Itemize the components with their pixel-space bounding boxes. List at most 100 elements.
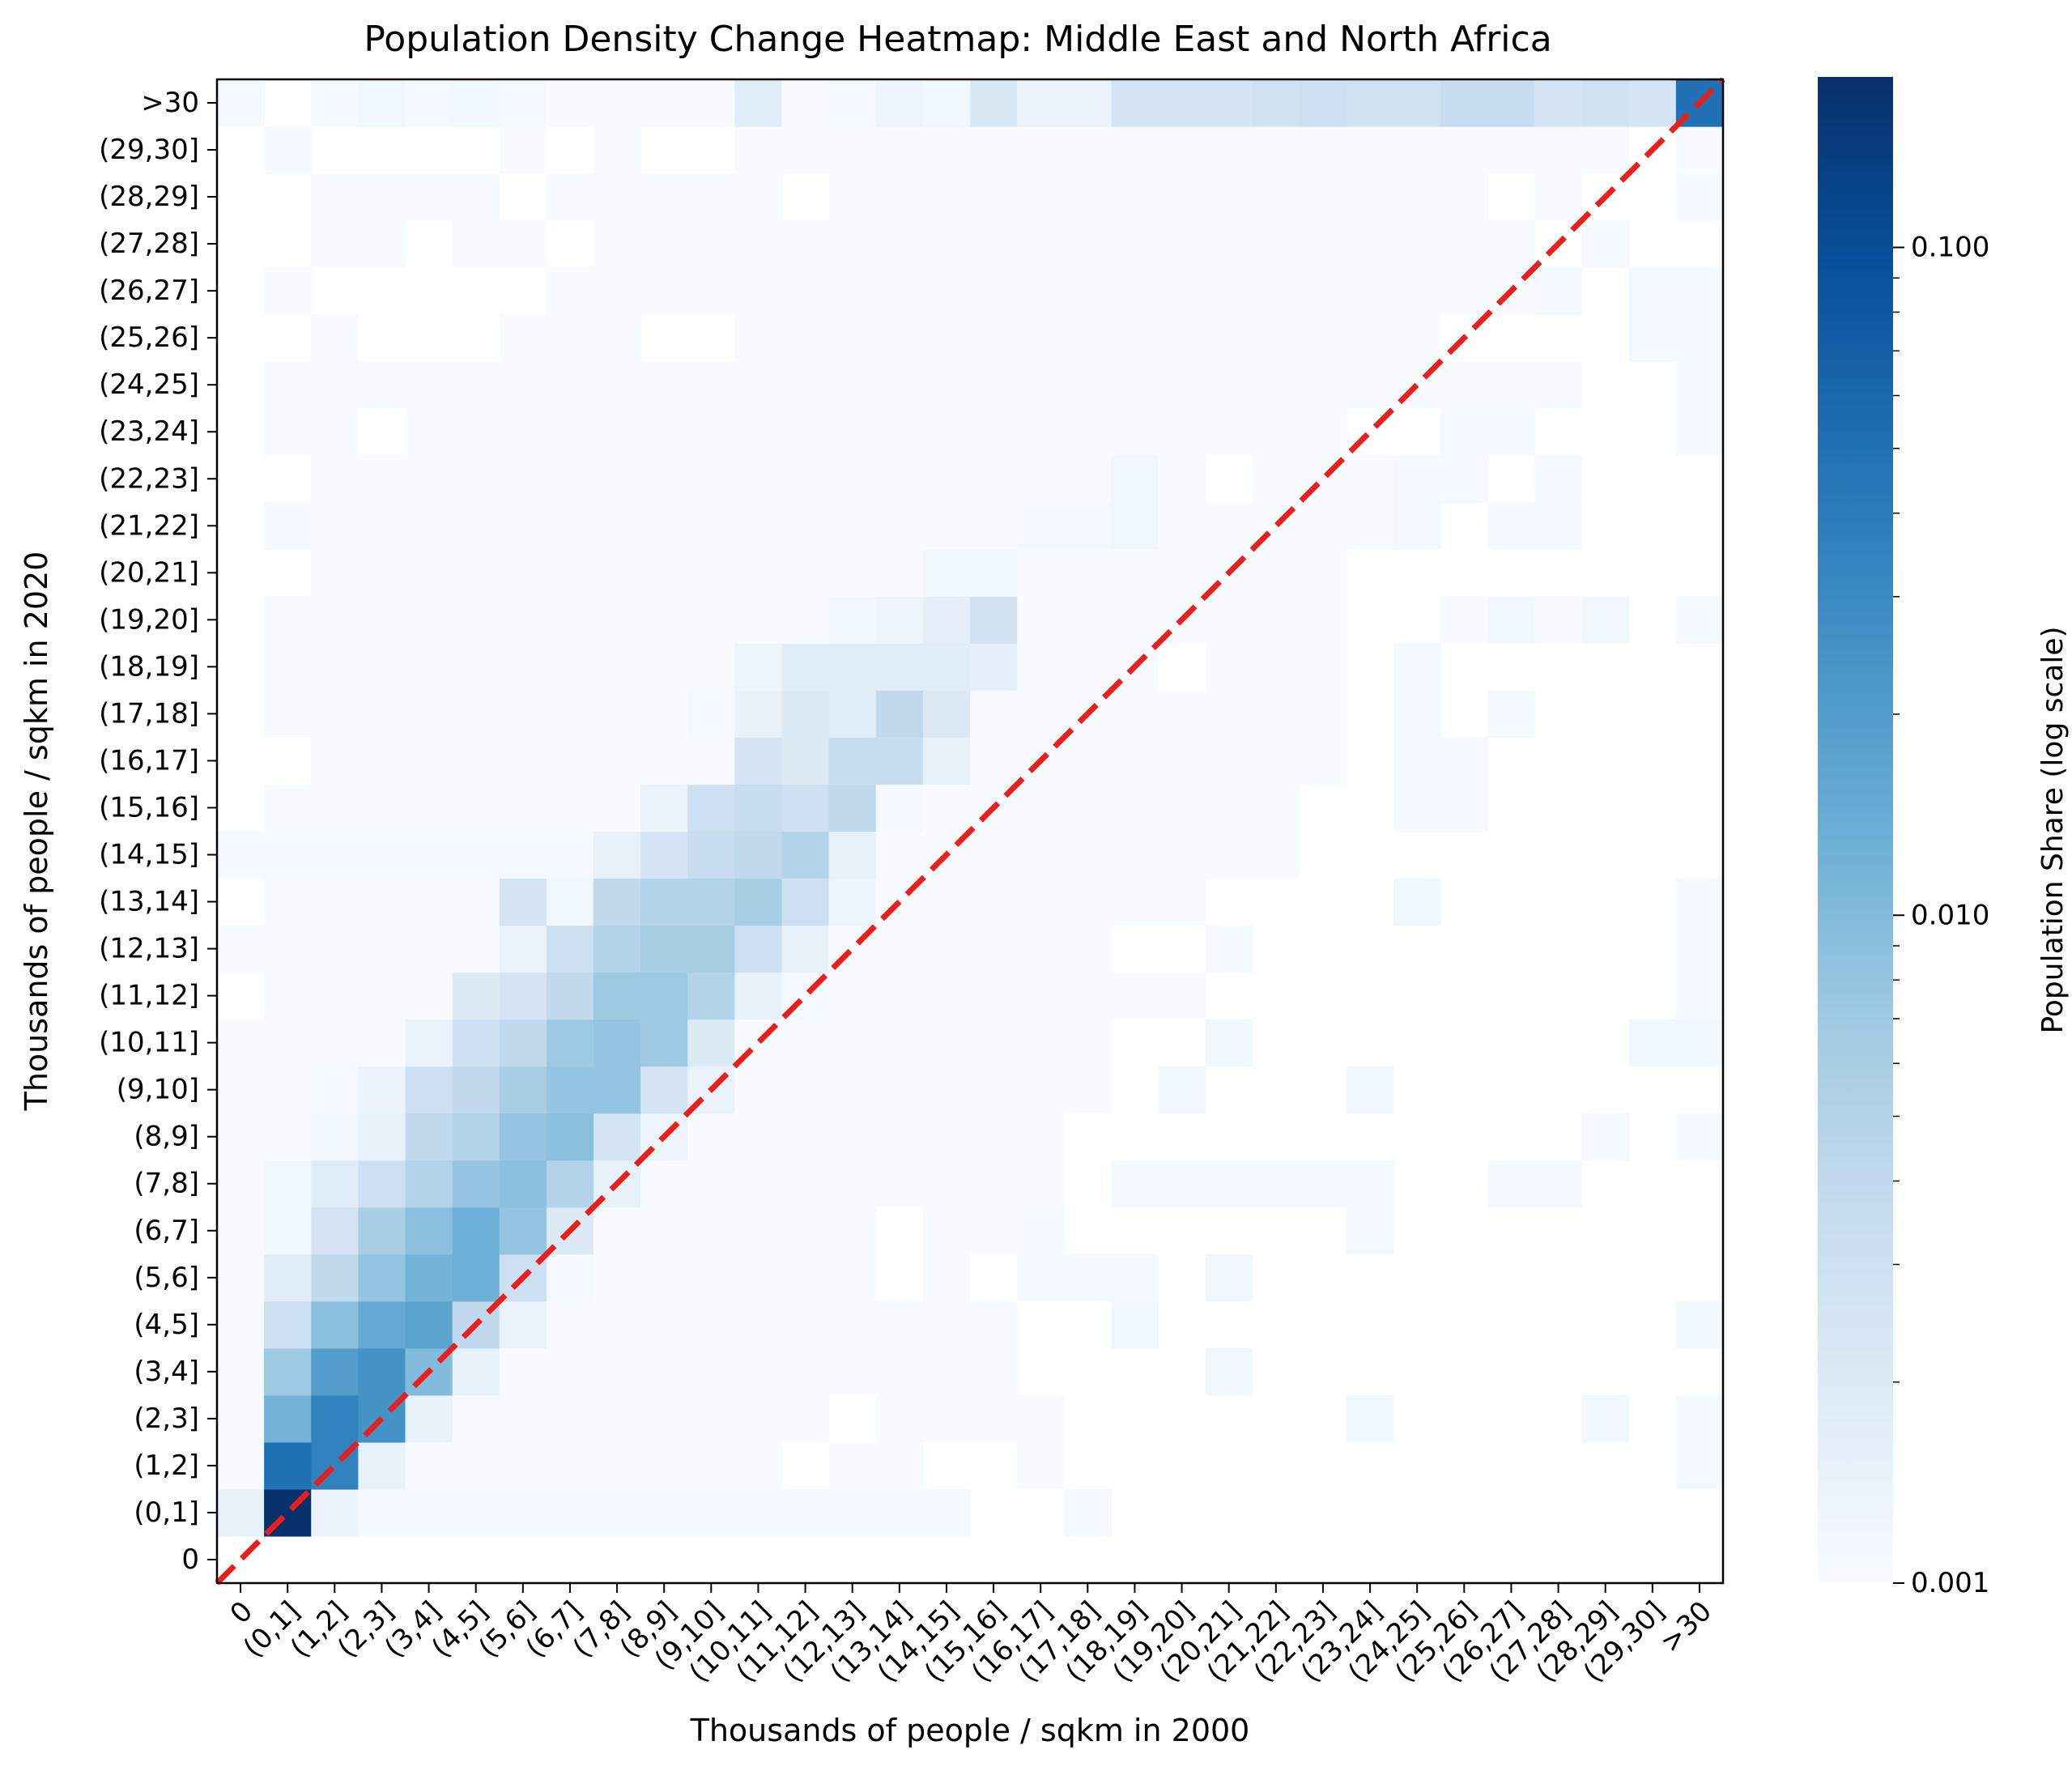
heatmap-cell bbox=[1111, 502, 1159, 550]
heatmap-cell bbox=[499, 1394, 547, 1443]
heatmap-cell bbox=[264, 596, 312, 644]
y-tick-label: (1,2] bbox=[134, 1449, 199, 1482]
heatmap-cell bbox=[1158, 972, 1206, 1020]
heatmap-cell bbox=[970, 690, 1018, 739]
heatmap-cell bbox=[1205, 643, 1253, 692]
heatmap-cell bbox=[1534, 126, 1583, 174]
heatmap-cell bbox=[1158, 361, 1206, 409]
heatmap-cell bbox=[1111, 173, 1159, 221]
heatmap-cell bbox=[405, 925, 453, 973]
heatmap-cell bbox=[1675, 1441, 1724, 1490]
heatmap-cell bbox=[1252, 831, 1300, 879]
heatmap-cell bbox=[405, 596, 453, 644]
heatmap-cell bbox=[1393, 173, 1441, 221]
y-tick-label: (22,23] bbox=[99, 462, 199, 495]
heatmap-cell bbox=[1347, 361, 1394, 409]
heatmap-cell bbox=[828, 1019, 877, 1067]
x-axis-label: Thousands of people / sqkm in 2000 bbox=[690, 1713, 1250, 1748]
heatmap-cell bbox=[1064, 314, 1112, 362]
heatmap-cell bbox=[781, 784, 830, 832]
heatmap-cell bbox=[970, 1019, 1018, 1067]
heatmap-cell bbox=[970, 220, 1018, 268]
heatmap-cell bbox=[499, 361, 547, 409]
y-tick-label: (29,30] bbox=[99, 134, 199, 166]
heatmap-cell bbox=[594, 925, 641, 973]
heatmap-cell bbox=[875, 267, 924, 315]
heatmap-cell bbox=[1487, 408, 1536, 456]
heatmap-cell bbox=[781, 1394, 830, 1443]
y-tick-label: (9,10] bbox=[117, 1074, 199, 1106]
heatmap-cell bbox=[546, 1394, 594, 1443]
heatmap-cell bbox=[781, 1300, 830, 1349]
heatmap-cell bbox=[1205, 925, 1253, 973]
heatmap-cell bbox=[781, 1113, 830, 1161]
heatmap-cell bbox=[640, 173, 688, 221]
y-axis-label: Thousands of people / sqkm in 2020 bbox=[19, 551, 54, 1112]
heatmap-cell bbox=[1205, 596, 1253, 644]
heatmap-cell bbox=[687, 784, 735, 832]
heatmap-cell bbox=[781, 1254, 830, 1302]
heatmap-cell bbox=[1017, 1066, 1065, 1114]
heatmap-cell bbox=[594, 408, 641, 456]
heatmap-cell bbox=[1017, 643, 1065, 692]
heatmap-cell bbox=[875, 1113, 924, 1161]
heatmap-cell bbox=[922, 1207, 971, 1255]
heatmap-cell bbox=[1158, 1160, 1206, 1208]
y-tick-label: (11,12] bbox=[99, 980, 199, 1012]
heatmap-cell bbox=[594, 1441, 641, 1490]
heatmap-cell bbox=[1393, 455, 1441, 503]
heatmap-cell bbox=[311, 643, 359, 692]
heatmap-cell bbox=[1628, 267, 1677, 315]
heatmap-cell bbox=[1487, 126, 1536, 174]
heatmap-cell bbox=[1581, 126, 1630, 174]
heatmap-cell bbox=[687, 1347, 735, 1396]
heatmap-cell bbox=[875, 784, 924, 832]
heatmap-cell bbox=[546, 1488, 594, 1537]
heatmap-cell bbox=[922, 1300, 971, 1349]
heatmap-cell bbox=[922, 502, 971, 550]
heatmap-cell bbox=[875, 1441, 924, 1490]
heatmap-cell bbox=[546, 643, 594, 692]
heatmap-cell bbox=[734, 1394, 783, 1443]
heatmap-cell bbox=[687, 1441, 735, 1490]
heatmap-cell bbox=[405, 1207, 453, 1255]
heatmap-cell bbox=[358, 1441, 406, 1490]
heatmap-cell bbox=[358, 690, 406, 739]
heatmap-cell bbox=[311, 1019, 359, 1067]
heatmap-cell bbox=[970, 455, 1018, 503]
heatmap-cell bbox=[217, 925, 265, 973]
heatmap-cell bbox=[358, 79, 406, 127]
heatmap-cell bbox=[217, 1160, 265, 1208]
heatmap-cell bbox=[828, 1113, 877, 1161]
heatmap-cell bbox=[1440, 220, 1488, 268]
heatmap-cell bbox=[828, 831, 877, 879]
heatmap-cell bbox=[1064, 549, 1112, 597]
heatmap-cell bbox=[546, 1300, 594, 1349]
heatmap-cell bbox=[1252, 1160, 1300, 1208]
heatmap-cell bbox=[1064, 220, 1112, 268]
heatmap-cell bbox=[687, 549, 735, 597]
heatmap-cell bbox=[734, 1254, 783, 1302]
heatmap-cell bbox=[1158, 878, 1206, 926]
heatmap-cell bbox=[640, 690, 688, 739]
heatmap-cell bbox=[1205, 1347, 1253, 1396]
heatmap-cell bbox=[970, 1160, 1018, 1208]
y-tick-label: (20,21] bbox=[99, 556, 199, 589]
heatmap-cell bbox=[1675, 1394, 1724, 1443]
heatmap-cell bbox=[734, 878, 783, 926]
heatmap-cell bbox=[1299, 737, 1347, 785]
heatmap-cell bbox=[1111, 408, 1159, 456]
heatmap-cell bbox=[1017, 1160, 1065, 1208]
heatmap-cell bbox=[970, 267, 1018, 315]
heatmap-cell bbox=[546, 79, 594, 127]
heatmap-cell bbox=[1393, 878, 1441, 926]
y-tick-label: (25,26] bbox=[99, 321, 199, 354]
heatmap-cell bbox=[828, 1300, 877, 1349]
heatmap-cells bbox=[217, 79, 1724, 1537]
heatmap-cell bbox=[687, 220, 735, 268]
heatmap-cell bbox=[922, 549, 971, 597]
heatmap-cell bbox=[1017, 361, 1065, 409]
heatmap-cell bbox=[875, 925, 924, 973]
heatmap-cell bbox=[828, 126, 877, 174]
heatmap-cell bbox=[1487, 690, 1536, 739]
